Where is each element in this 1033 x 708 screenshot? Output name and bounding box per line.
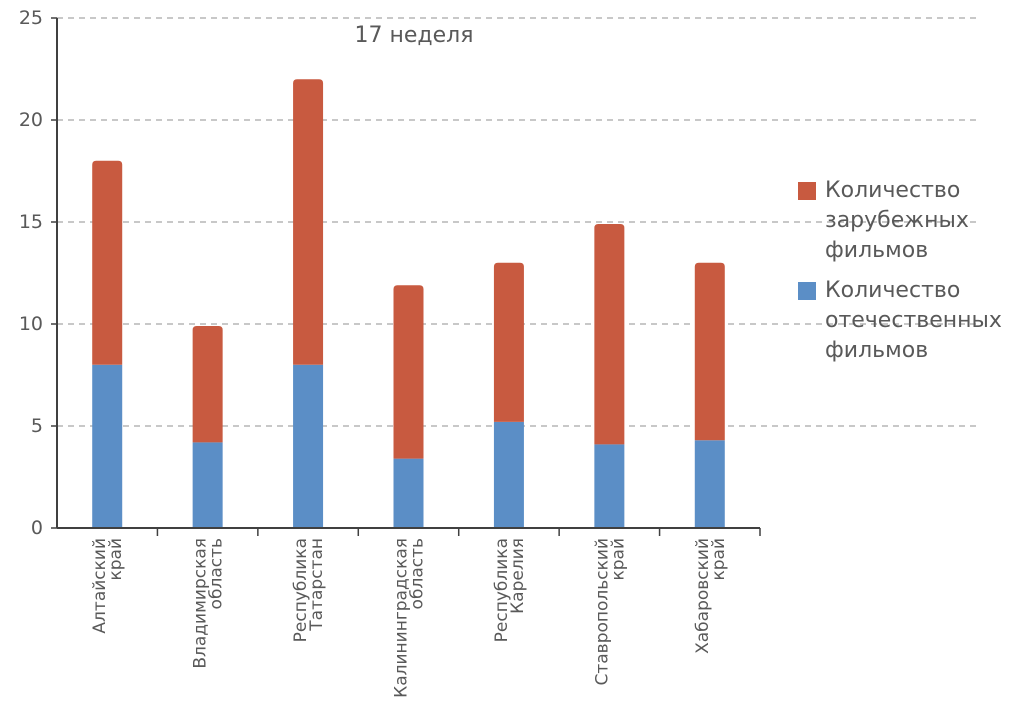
x-tick-label-text: Ставропольскийкрай [592, 538, 628, 686]
bar-segment-foreign [293, 79, 324, 365]
x-tick-label-line: край [608, 538, 628, 581]
x-tick-label: Алтайскийкрай [90, 538, 126, 634]
x-tick-label-line: Ставропольский [592, 538, 612, 686]
bar-segment-domestic [493, 421, 524, 528]
bars [92, 79, 725, 528]
x-tick-label-text: Хабаровскийкрай [693, 538, 729, 654]
bar-segment-foreign [594, 224, 625, 445]
y-tick-label: 20 [19, 109, 43, 131]
legend-swatch-domestic [798, 282, 816, 300]
legend-item-foreign: Количество зарубежных фильмов [798, 176, 1028, 266]
bar-segment-foreign [493, 262, 524, 422]
y-tick-label: 0 [31, 517, 43, 539]
x-tick-label-line: Татарстан [307, 538, 327, 632]
x-tick-label-line: Республика [492, 538, 512, 642]
bar-segment-domestic [293, 364, 324, 528]
legend-label-foreign: Количество зарубежных фильмов [825, 178, 969, 263]
x-tick-label-text: Алтайскийкрай [90, 538, 126, 634]
legend-swatch-foreign [798, 182, 816, 200]
x-tick-label-line: Алтайский [90, 538, 110, 634]
x-tick-label-text: Калининградскаяобласть [392, 538, 428, 698]
x-tick-label-line: Республика [291, 538, 311, 642]
y-tick-labels: 0 5 10 15 20 25 [19, 7, 57, 539]
y-tick-label: 5 [31, 415, 43, 437]
y-tick-label: 15 [19, 211, 43, 233]
x-tick-labels: Алтайскийкрай Владимирскаяобласть Республи… [90, 528, 761, 698]
x-tick-label-line: Карелия [508, 538, 528, 614]
bar-segment-domestic [594, 444, 625, 528]
legend-label-domestic: Количество отечественных фильмов [825, 278, 1002, 363]
x-tick-label-line: Хабаровский [693, 538, 713, 654]
bar-segment-foreign [393, 285, 424, 459]
x-tick-label-text: РеспубликаКарелия [492, 538, 528, 642]
y-tick-label: 10 [19, 313, 43, 335]
bar-segment-domestic [393, 458, 424, 528]
bar-segment-foreign [92, 160, 123, 365]
x-tick-label: Хабаровскийкрай [693, 538, 729, 654]
bar-segment-domestic [192, 442, 223, 528]
bar-segment-domestic [92, 364, 123, 528]
x-tick-label-line: область [408, 538, 428, 609]
x-tick-label: Владимирскаяобласть [191, 538, 227, 669]
axes [56, 18, 760, 529]
x-tick-label-text: Владимирскаяобласть [191, 538, 227, 669]
bar-segment-foreign [192, 326, 223, 443]
x-tick-label-line: Калининградская [392, 538, 412, 698]
x-tick-label-line: край [106, 538, 126, 581]
x-tick-label: РеспубликаТатарстан [291, 538, 327, 642]
x-tick-label: Ставропольскийкрай [592, 538, 628, 686]
legend: Количество зарубежных фильмов Количество… [798, 176, 1028, 376]
x-tick-label-line: Владимирская [191, 538, 211, 669]
x-tick-label-line: край [709, 538, 729, 581]
x-tick-label: РеспубликаКарелия [492, 538, 528, 642]
bar-segment-foreign [694, 262, 725, 441]
bar-segment-domestic [694, 440, 725, 528]
x-tick-label: Калининградскаяобласть [392, 538, 428, 698]
chart-title: 17 неделя [355, 23, 474, 48]
y-tick-label: 25 [19, 7, 43, 29]
x-tick-label-line: область [207, 538, 227, 609]
x-tick-label-text: РеспубликаТатарстан [291, 538, 327, 642]
legend-item-domestic: Количество отечественных фильмов [798, 276, 1028, 366]
